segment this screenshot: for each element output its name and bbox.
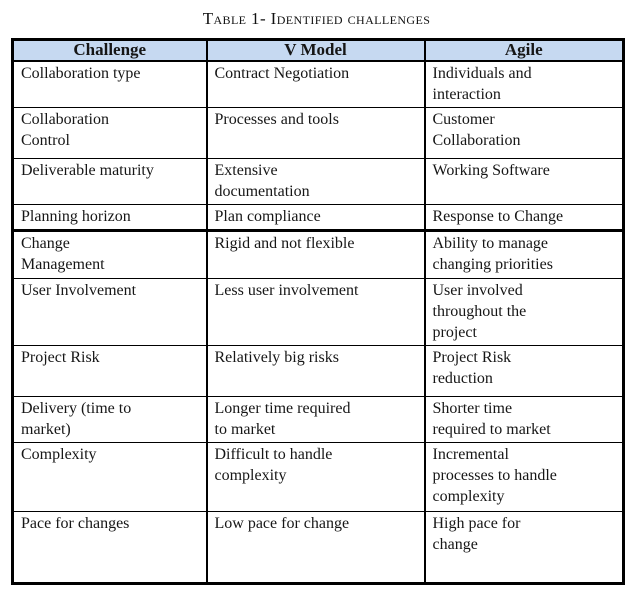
cell-v-model: Processes and tools [205, 107, 426, 159]
cell-challenge: Collaboration type [11, 60, 208, 108]
cell-v-model: Rigid and not flexible [205, 229, 426, 279]
cell-v-model: Less user involvement [205, 278, 426, 346]
table-row: Delivery (time to market) Longer time re… [11, 396, 625, 443]
cell-agile: Project Risk reduction [423, 345, 625, 397]
cell-challenge: Planning horizon [11, 204, 208, 231]
cell-challenge: Collaboration Control [11, 107, 208, 159]
cell-v-model: Difficult to handle complexity [205, 442, 426, 512]
cell-v-model: Plan compliance [205, 204, 426, 231]
header-row: Challenge V Model Agile [11, 38, 625, 62]
table-row: Complexity Difficult to handle complexit… [11, 442, 625, 512]
column-header-v-model: V Model [205, 38, 426, 62]
cell-agile: Response to Change [423, 204, 625, 231]
table-row: Pace for changes Low pace for change Hig… [11, 511, 625, 584]
cell-v-model: Extensive documentation [205, 158, 426, 205]
cell-v-model: Longer time required to market [205, 396, 426, 443]
table-row: Planning horizon Plan compliance Respons… [11, 204, 625, 231]
cell-agile: Working Software [423, 158, 625, 205]
cell-agile: Individuals and interaction [423, 60, 625, 108]
cell-agile: User involved throughout the project [423, 278, 625, 346]
table-row: Project Risk Relatively big risks Projec… [11, 345, 625, 397]
table-row: Collaboration Control Processes and tool… [11, 107, 625, 159]
cell-challenge: Change Management [11, 229, 208, 279]
cell-agile: Ability to manage changing priorities [423, 229, 625, 279]
cell-v-model: Relatively big risks [205, 345, 426, 397]
cell-challenge: User Involvement [11, 278, 208, 346]
cell-challenge: Complexity [11, 442, 208, 512]
table-row: Change Management Rigid and not flexible… [11, 229, 625, 279]
cell-challenge: Delivery (time to market) [11, 396, 208, 443]
cell-challenge: Pace for changes [11, 511, 208, 584]
cell-challenge: Deliverable maturity [11, 158, 208, 205]
cell-v-model: Low pace for change [205, 511, 426, 584]
table-row: User Involvement Less user involvement U… [11, 278, 625, 346]
cell-agile: Customer Collaboration [423, 107, 625, 159]
identified-challenges-table: Challenge V Model Agile Collaboration ty… [11, 38, 625, 585]
cell-challenge: Project Risk [11, 345, 208, 397]
table-row: Collaboration type Contract Negotiation … [11, 60, 625, 108]
column-header-agile: Agile [423, 38, 625, 62]
cell-agile: Shorter time required to market [423, 396, 625, 443]
cell-v-model: Contract Negotiation [205, 60, 426, 108]
cell-agile: Incremental processes to handle complexi… [423, 442, 625, 512]
table-caption: Table 1- Identified challenges [202, 9, 431, 28]
table-row: Deliverable maturity Extensive documenta… [11, 158, 625, 205]
cell-agile: High pace for change [423, 511, 625, 584]
column-header-challenge: Challenge [11, 38, 208, 62]
